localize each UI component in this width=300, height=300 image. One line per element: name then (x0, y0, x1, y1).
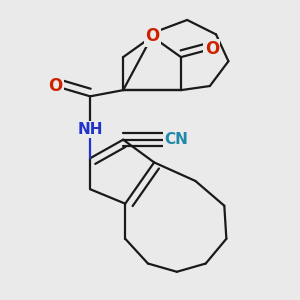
Text: NH: NH (77, 122, 103, 137)
Text: CN: CN (164, 132, 188, 147)
Text: O: O (145, 28, 159, 46)
Text: O: O (48, 77, 62, 95)
Text: O: O (205, 40, 219, 58)
